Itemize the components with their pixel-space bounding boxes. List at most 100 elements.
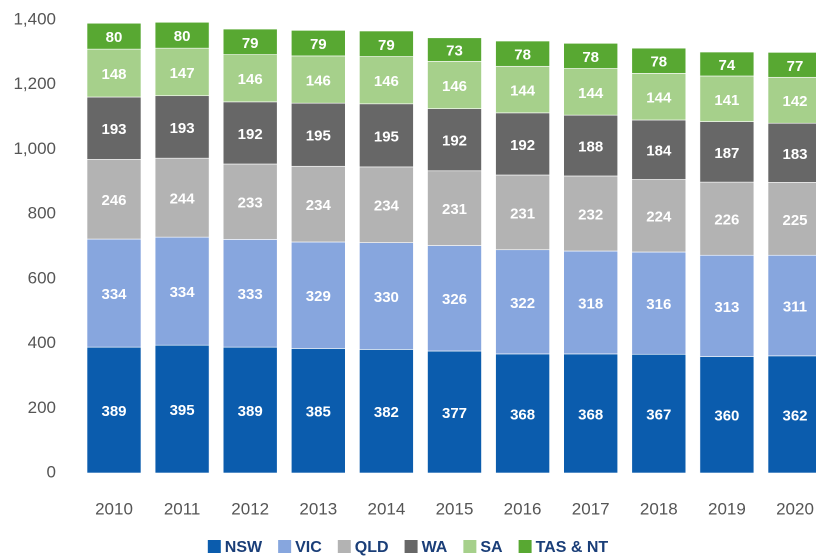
legend-swatch	[463, 540, 477, 553]
bar-segment	[86, 22, 142, 50]
bar-segment	[427, 61, 482, 109]
legend-swatch	[518, 540, 532, 553]
data-label: 234	[374, 198, 400, 215]
x-tick-label: 2012	[231, 499, 269, 518]
data-label: 144	[646, 90, 672, 107]
legend-label: SA	[480, 539, 503, 556]
legend-label: VIC	[295, 539, 322, 556]
legend-label: QLD	[355, 539, 389, 556]
data-label: 385	[306, 404, 331, 421]
data-label: 184	[646, 143, 672, 160]
bar-segment	[222, 346, 278, 474]
data-label: 362	[782, 407, 807, 424]
data-label: 225	[782, 212, 807, 229]
data-label: 318	[578, 295, 603, 312]
data-label: 226	[714, 212, 739, 229]
bar-segment	[222, 54, 278, 103]
data-label: 146	[374, 73, 399, 90]
data-label: 334	[170, 284, 196, 301]
x-tick-label: 2017	[572, 499, 610, 518]
bar-segment	[563, 175, 619, 252]
data-label: 144	[578, 85, 604, 102]
legend-swatch	[278, 540, 292, 553]
data-label: 334	[101, 286, 127, 303]
data-label: 192	[238, 126, 263, 143]
data-label: 146	[238, 71, 263, 88]
data-label: 377	[442, 405, 467, 422]
bar-segment	[495, 40, 550, 67]
data-label: 244	[170, 191, 196, 208]
data-label: 234	[306, 197, 332, 214]
bar-segment	[699, 51, 755, 77]
data-label: 146	[442, 78, 467, 95]
bar-segment	[563, 114, 619, 177]
bar-segment	[767, 182, 816, 256]
x-tick-label: 2010	[95, 499, 133, 518]
data-label: 144	[510, 83, 536, 100]
data-label: 80	[106, 29, 123, 46]
data-label: 73	[446, 43, 463, 60]
bar-segment	[767, 52, 816, 78]
bar-segment	[359, 349, 414, 474]
bar-segment	[290, 30, 346, 57]
bar-segment	[427, 108, 482, 172]
data-label: 389	[101, 403, 126, 420]
bar-segment	[631, 47, 687, 74]
data-label: 192	[442, 133, 467, 150]
data-label: 141	[714, 92, 739, 109]
data-label: 330	[374, 289, 399, 306]
data-label: 360	[714, 408, 739, 425]
data-label: 79	[310, 36, 327, 53]
bar-segment	[699, 254, 755, 357]
bar-segment	[563, 68, 619, 116]
bar-segment	[290, 241, 346, 349]
data-label: 231	[510, 205, 535, 222]
data-label: 367	[646, 407, 671, 424]
bar-segment	[495, 353, 550, 474]
data-label: 368	[578, 406, 603, 423]
data-label: 80	[174, 28, 191, 45]
x-tick-label: 2018	[640, 499, 678, 518]
data-label: 195	[374, 128, 399, 145]
data-label: 313	[714, 299, 739, 316]
bar-segment	[154, 21, 210, 49]
data-label: 77	[787, 58, 804, 75]
data-label: 79	[378, 37, 395, 54]
bar-segment	[154, 95, 210, 159]
data-label: 187	[714, 145, 739, 162]
data-label: 316	[646, 296, 671, 313]
x-tick-label: 2016	[504, 499, 542, 518]
bar-segment	[86, 346, 142, 474]
data-label: 146	[306, 73, 331, 90]
bar-segment	[222, 28, 278, 55]
bar-segment	[427, 350, 482, 474]
y-tick-label: 1,400	[13, 9, 56, 28]
y-tick-label: 800	[28, 204, 56, 223]
data-label: 79	[242, 35, 259, 52]
x-tick-label: 2013	[299, 499, 337, 518]
legend-label: TAS & NT	[536, 539, 609, 556]
bar-segment	[563, 353, 619, 474]
y-tick-label: 600	[28, 268, 56, 287]
bar-segment	[427, 37, 482, 62]
bar-segment	[154, 47, 210, 97]
data-label: 326	[442, 291, 467, 308]
data-label: 78	[582, 49, 599, 66]
bar-segment	[359, 30, 414, 57]
x-tick-label: 2015	[436, 499, 474, 518]
data-label: 224	[646, 209, 672, 226]
data-label: 195	[306, 128, 331, 145]
bar-segment	[631, 73, 687, 121]
bar-segment	[699, 75, 755, 122]
bar-segment	[86, 96, 142, 160]
bar-segment	[427, 245, 482, 352]
y-tick-label: 200	[28, 398, 56, 417]
y-tick-label: 400	[28, 333, 56, 352]
x-tick-label: 2011	[164, 499, 201, 518]
data-label: 193	[101, 121, 126, 138]
data-label: 231	[442, 201, 467, 218]
data-label: 193	[170, 120, 195, 137]
bar-segment	[563, 250, 619, 355]
bar-segment	[495, 174, 550, 251]
